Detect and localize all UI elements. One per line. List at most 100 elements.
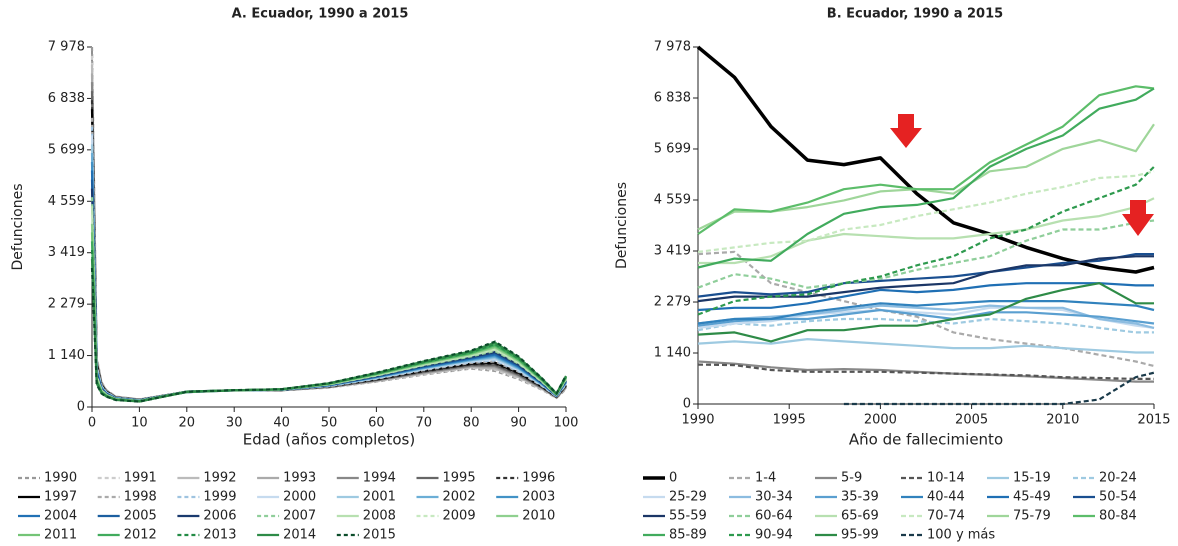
legend-label: 2015 <box>363 528 396 543</box>
legend-label: 2014 <box>283 528 316 543</box>
legend-label: 1-4 <box>755 471 776 486</box>
x-tick-label: 60 <box>368 416 385 431</box>
y-tick-label: 5 699 <box>654 141 691 156</box>
series-line <box>697 219 1155 289</box>
y-tick-label: 5 699 <box>48 142 85 157</box>
x-tick-label: 2015 <box>1137 413 1170 428</box>
legend-label: 1995 <box>443 471 476 486</box>
series-line <box>90 249 567 403</box>
series-line <box>697 300 1155 325</box>
x-tick-label: 50 <box>321 416 338 431</box>
series-line <box>697 282 1154 343</box>
legend-label: 0 <box>669 471 677 486</box>
series-line <box>697 363 1154 380</box>
x-tick-label: 100 <box>554 416 579 431</box>
legend-label: 2008 <box>363 509 396 524</box>
legend-label: 1998 <box>124 490 157 505</box>
series-line <box>697 85 1155 235</box>
legend-label: 40-44 <box>927 490 965 505</box>
y-tick-label: 0 <box>77 400 85 415</box>
legend-label: 2005 <box>124 509 157 524</box>
legend-label: 80-84 <box>1099 509 1137 524</box>
x-tick-label: 40 <box>273 416 290 431</box>
legend-label: 1993 <box>283 471 316 486</box>
x-tick-label: 70 <box>416 416 433 431</box>
legend-label: 2001 <box>363 490 396 505</box>
x-tick-label: 0 <box>88 416 96 431</box>
arrow-annotation <box>890 114 922 148</box>
y-tick-label: 2 279 <box>48 297 85 312</box>
series-line <box>90 232 567 403</box>
series-line <box>698 197 1155 265</box>
legend-label: 95-99 <box>841 528 879 543</box>
x-axis-label: Edad (años completos) <box>243 431 415 449</box>
x-tick-label: 20 <box>179 416 196 431</box>
y-tick-label: 1 140 <box>48 348 85 363</box>
x-tick-label: 1990 <box>681 413 714 428</box>
x-tick-label: 1995 <box>773 413 806 428</box>
legend-label: 30-34 <box>755 490 793 505</box>
y-tick-label: 2 279 <box>654 295 691 310</box>
legend-label: 2004 <box>44 509 77 524</box>
series-line <box>697 87 1155 269</box>
y-tick-label: 0 <box>683 397 691 412</box>
legend-label: 35-39 <box>841 490 879 505</box>
legend-label: 1990 <box>44 471 77 486</box>
x-tick-label: 80 <box>463 416 480 431</box>
legend-label: 65-69 <box>841 509 879 524</box>
series-line <box>696 45 1155 274</box>
chart-title: B. Ecuador, 1990 a 2015 <box>827 7 1003 22</box>
legend-label: 90-94 <box>755 528 793 543</box>
x-axis-label: Año de fallecimiento <box>849 431 1003 449</box>
y-axis-label: Defunciones <box>10 183 26 270</box>
series-line <box>697 250 1155 368</box>
series-line <box>90 241 567 403</box>
legend-label: 2007 <box>283 509 316 524</box>
series-line <box>90 267 567 403</box>
legend-label: 60-64 <box>755 509 793 524</box>
series-line <box>90 258 567 403</box>
legend-label: 55-59 <box>669 509 707 524</box>
legend-label: 1997 <box>44 490 77 505</box>
legend-label: 2003 <box>522 490 555 505</box>
y-tick-label: 4 559 <box>654 192 691 207</box>
y-tick-label: 4 559 <box>48 194 85 209</box>
series-line <box>90 214 567 403</box>
series-line <box>697 170 1155 253</box>
series-line <box>90 223 567 403</box>
series-line <box>697 166 1155 316</box>
legend-label: 1996 <box>522 471 555 486</box>
x-tick-label: 2000 <box>864 413 897 428</box>
legend-label: 70-74 <box>927 509 965 524</box>
legend-label: 2010 <box>522 509 555 524</box>
legend-label: 100 y más <box>927 528 995 543</box>
y-tick-label: 6 838 <box>48 91 85 106</box>
legend-label: 75-79 <box>1013 509 1051 524</box>
x-tick-label: 30 <box>226 416 243 431</box>
legend-label: 5-9 <box>841 471 862 486</box>
legend-label: 10-14 <box>927 471 965 486</box>
legend-label: 2011 <box>44 528 77 543</box>
series-line <box>697 338 1154 354</box>
chart-title: A. Ecuador, 1990 a 2015 <box>232 7 409 22</box>
x-tick-label: 10 <box>131 416 148 431</box>
x-tick-label: 2005 <box>955 413 988 428</box>
y-tick-label: 7 978 <box>654 40 691 55</box>
legend-label: 1999 <box>203 490 236 505</box>
y-tick-label: 3 419 <box>48 245 85 260</box>
legend-label: 2009 <box>443 509 476 524</box>
legend-label: 2013 <box>203 528 236 543</box>
legend-label: 2012 <box>124 528 157 543</box>
x-tick-label: 90 <box>510 416 527 431</box>
legend-label: 15-19 <box>1013 471 1051 486</box>
y-tick-label: 1 140 <box>654 345 691 360</box>
legend-label: 50-54 <box>1099 490 1137 505</box>
y-axis-label: Defunciones <box>614 182 630 269</box>
y-tick-label: 3 419 <box>654 244 691 259</box>
x-tick-label: 2010 <box>1046 413 1079 428</box>
legend-label: 1991 <box>124 471 157 486</box>
series-line <box>697 360 1154 383</box>
legend-label: 45-49 <box>1013 490 1051 505</box>
legend-label: 1994 <box>363 471 396 486</box>
